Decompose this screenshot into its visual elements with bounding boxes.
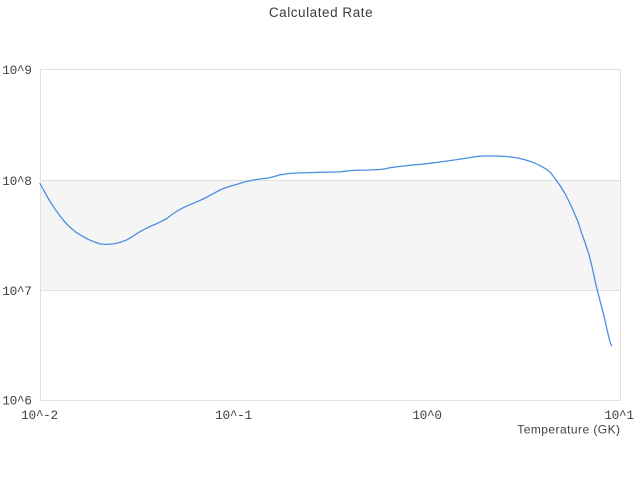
svg-text:10^1: 10^1 (604, 408, 634, 423)
svg-text:10^9: 10^9 (2, 63, 31, 78)
svg-text:10^8: 10^8 (2, 174, 31, 189)
svg-text:Temperature (GK): Temperature (GK) (517, 423, 620, 437)
svg-text:10^7: 10^7 (2, 284, 31, 299)
svg-text:Calculated Rate: Calculated Rate (269, 5, 373, 20)
svg-text:10^-1: 10^-1 (215, 408, 252, 423)
svg-text:10^6: 10^6 (2, 394, 31, 409)
svg-text:10^-2: 10^-2 (21, 408, 58, 423)
svg-text:10^0: 10^0 (412, 408, 441, 423)
